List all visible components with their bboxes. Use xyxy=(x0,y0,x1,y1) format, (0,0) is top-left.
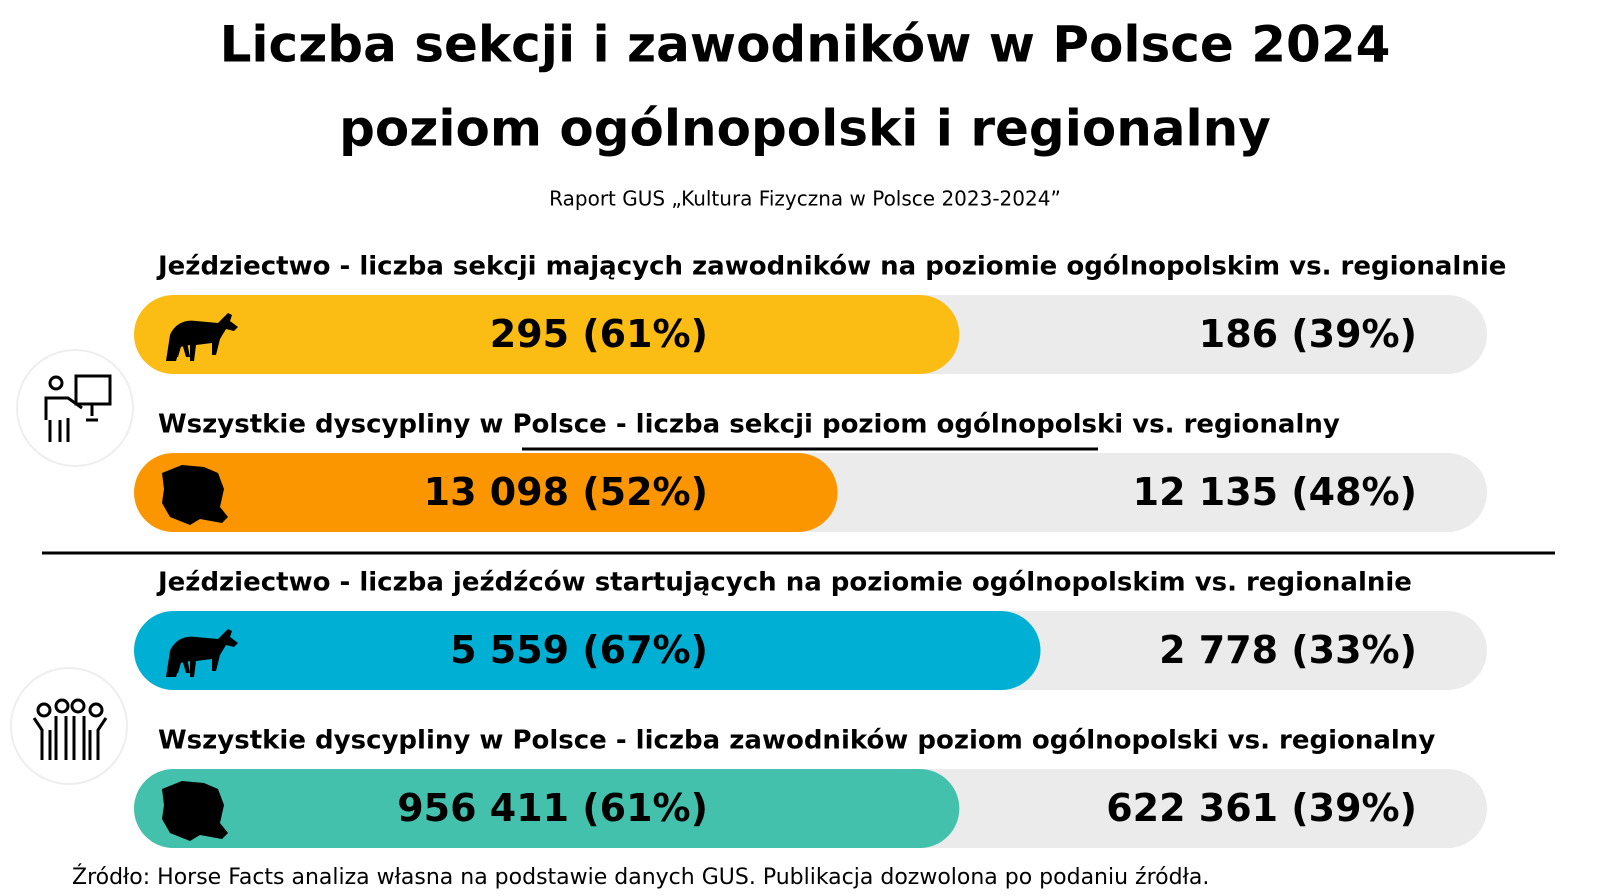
value-label: 622 361 (39%) xyxy=(1106,786,1417,830)
value-label: 12 135 (48%) xyxy=(1133,470,1417,514)
value-label: 186 (39%) xyxy=(1199,312,1417,356)
icon xyxy=(166,629,238,677)
value-label: 295 (61%) xyxy=(490,312,708,356)
icon xyxy=(162,465,228,525)
value-label: 2 778 (33%) xyxy=(1159,628,1417,672)
bar-row: Wszystkie dyscypliny w Polsce - liczba z… xyxy=(134,726,1487,848)
bar-row: Jeździectwo - liczba sekcji mających zaw… xyxy=(134,252,1506,374)
value-label: 5 559 (67%) xyxy=(450,628,708,672)
row-title: Wszystkie dyscypliny w Polsce - liczba s… xyxy=(158,410,1340,440)
bar-row: Wszystkie dyscypliny w Polsce - liczba s… xyxy=(134,410,1487,532)
value-label: 956 411 (61%) xyxy=(397,786,708,830)
people-icon xyxy=(10,667,128,785)
bar xyxy=(134,295,960,374)
bar-row: Jeździectwo - liczba jeźdźców startujący… xyxy=(134,568,1487,690)
bar xyxy=(134,611,1041,690)
row-title: Wszystkie dyscypliny w Polsce - liczba z… xyxy=(158,726,1435,756)
icon xyxy=(166,313,238,361)
value-label: 13 098 (52%) xyxy=(424,470,708,514)
row-title: Jeździectwo - liczba jeźdźców startujący… xyxy=(156,568,1412,598)
subtitle: Raport GUS „Kultura Fizyczna w Polsce 20… xyxy=(549,187,1061,211)
icon xyxy=(162,781,228,841)
source: Źródło: Horse Facts analiza własna na po… xyxy=(72,864,1209,890)
title: Liczba sekcji i zawodników w Polsce 2024 xyxy=(220,16,1391,74)
bar xyxy=(134,453,838,532)
presentation-icon xyxy=(16,349,134,467)
row-title: Jeździectwo - liczba sekcji mających zaw… xyxy=(156,252,1506,282)
bar xyxy=(134,769,960,848)
title-line-2: poziom ogólnopolski i regionalny xyxy=(339,100,1271,158)
